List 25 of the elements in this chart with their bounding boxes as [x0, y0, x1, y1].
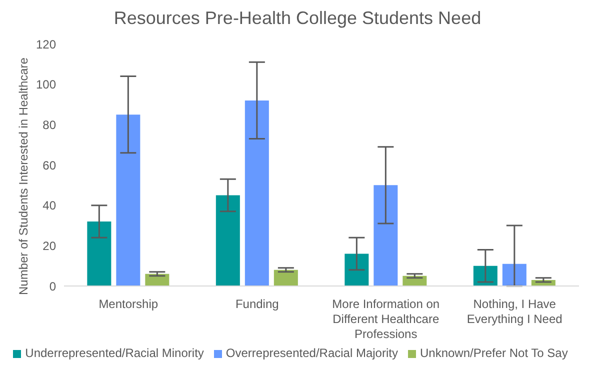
legend-label: Overrepresented/Racial Majority	[226, 346, 398, 360]
legend-label: Unknown/Prefer Not To Say	[420, 346, 568, 360]
bar	[344, 254, 369, 286]
bar	[374, 185, 398, 286]
y-tick-label: 0	[49, 279, 56, 294]
legend-label: Underrepresented/Racial Minority	[25, 346, 204, 360]
bar	[145, 274, 170, 286]
y-tick-label: 100	[36, 78, 56, 92]
bar	[116, 114, 140, 286]
y-tick-label: 60	[42, 158, 56, 172]
y-axis-title: Number of Students Interested in Healthcare	[16, 57, 30, 295]
chart-title: Resources Pre-Health College Students Need	[112, 8, 482, 29]
bar	[274, 270, 298, 286]
y-tick-label: 80	[42, 118, 56, 132]
x-tick-label: Nothing, I Have Everything I Need	[466, 297, 562, 326]
y-tick-label: 120	[36, 37, 56, 52]
y-tick-label: 40	[42, 198, 56, 213]
bar	[216, 195, 240, 286]
x-tick-label: More Information on Different Healthcare Professions	[332, 297, 440, 341]
x-tick-label: Funding	[235, 297, 279, 311]
y-tick-label: 20	[42, 238, 56, 253]
x-tick-label: Mentorship	[98, 297, 158, 311]
bar	[502, 264, 526, 286]
bar	[244, 100, 269, 286]
bar	[87, 221, 112, 286]
